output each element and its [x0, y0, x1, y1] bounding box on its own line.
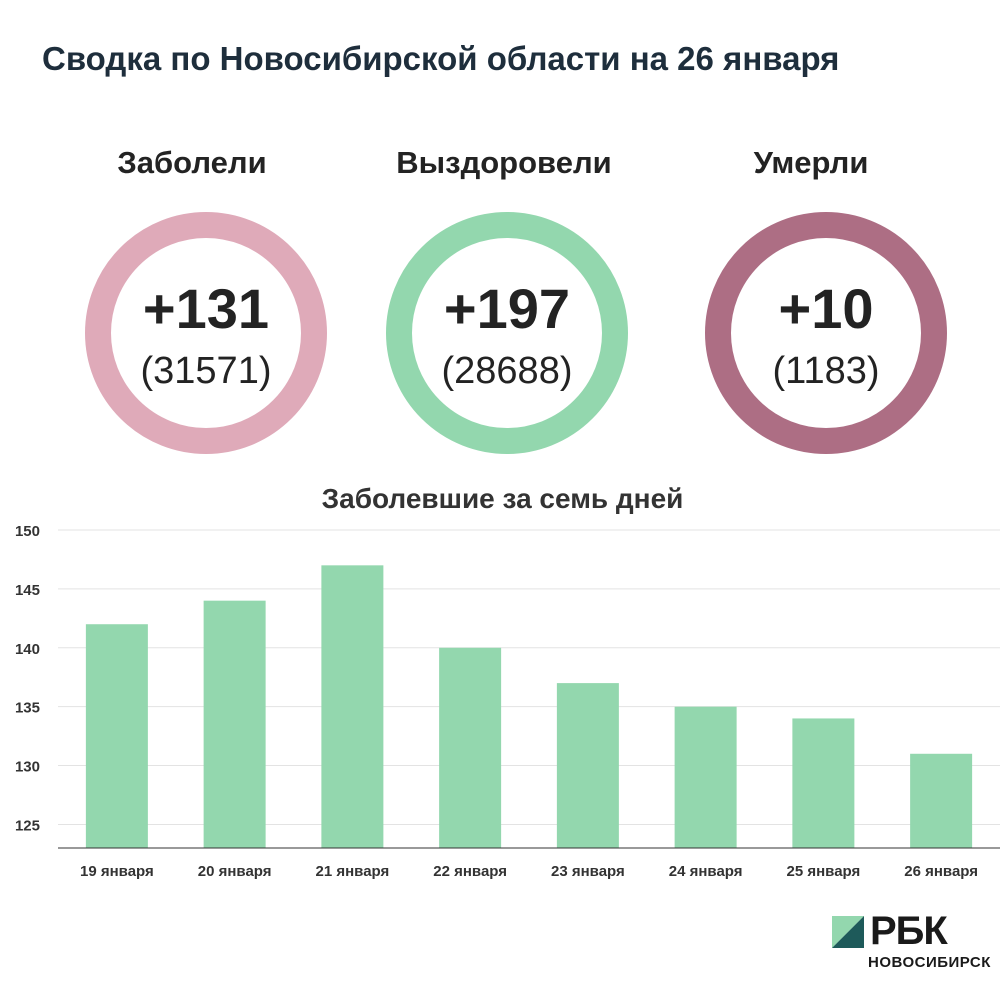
x-tick-label: 20 января — [198, 863, 272, 880]
x-tick-label: 24 января — [669, 863, 743, 880]
x-tick-label: 25 января — [787, 863, 861, 880]
rbk-logo: РБК НОВОСИБИРСК — [832, 909, 997, 973]
x-tick-label: 19 января — [80, 863, 154, 880]
bar — [792, 718, 855, 848]
stat-label-recovered: Выздоровели — [396, 145, 612, 180]
bar — [910, 753, 973, 848]
stat-value-deaths: +10 — [778, 277, 874, 340]
stat-total-infected: (31571) — [140, 350, 272, 392]
x-tick-label: 22 января — [433, 863, 507, 880]
x-tick-label: 21 января — [316, 863, 390, 880]
stat-label-deaths: Умерли — [753, 145, 869, 180]
y-tick-label: 150 — [15, 523, 40, 540]
stat-value-recovered: +197 — [443, 277, 571, 340]
x-tick-label: 26 января — [904, 863, 978, 880]
y-tick-label: 135 — [15, 700, 40, 717]
ring-infected: +131 (31571) — [85, 212, 327, 454]
chart-title: Заболевшие за семь дней — [321, 483, 684, 514]
stat-total-deaths: (1183) — [772, 350, 880, 392]
y-tick-label: 125 — [15, 817, 40, 834]
bar — [674, 706, 737, 848]
y-tick-label: 145 — [15, 582, 40, 599]
stat-value-infected: +131 — [142, 277, 270, 340]
stat-label-infected: Заболели — [117, 145, 267, 180]
rbk-logo-text: РБК — [870, 909, 948, 953]
rbk-logo-icon — [832, 916, 864, 948]
rbk-logo-city: НОВОСИБИРСК — [868, 954, 991, 971]
stat-total-recovered: (28688) — [441, 350, 573, 392]
page-title: Сводка по Новосибирской области на 26 ян… — [42, 40, 840, 77]
bar-chart: 125 130 135 140 145 150 19 января 20 января 21 я… — [15, 523, 1000, 880]
ring-recovered: +197 (28688) — [386, 212, 628, 454]
y-tick-label: 130 — [15, 759, 40, 776]
ring-deaths: +10 (1183) — [705, 212, 947, 454]
bar — [203, 600, 266, 848]
bar — [85, 624, 148, 848]
bar — [556, 683, 619, 848]
y-tick-label: 140 — [15, 641, 40, 658]
bar — [439, 647, 502, 848]
bar — [321, 565, 384, 848]
x-tick-label: 23 января — [551, 863, 625, 880]
